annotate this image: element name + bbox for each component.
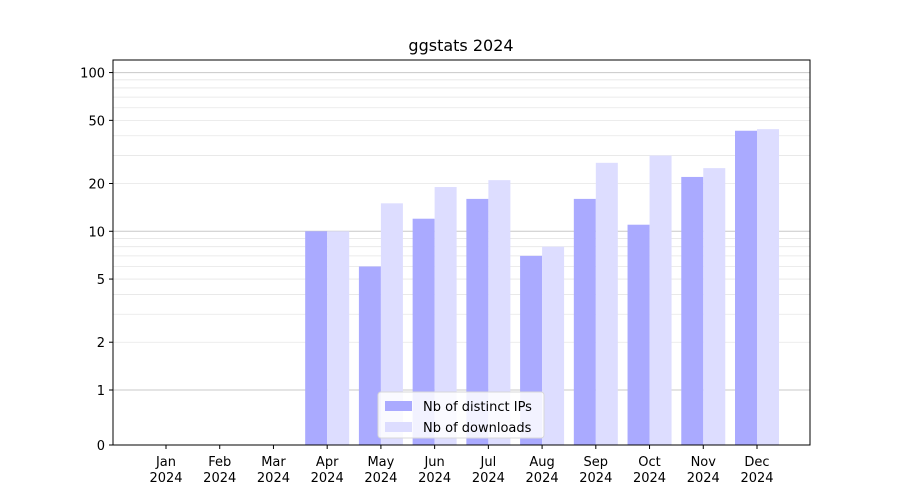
legend-box	[377, 391, 545, 439]
y-tick-label: 0	[97, 439, 105, 454]
y-tick-label: 1	[97, 384, 105, 399]
x-tick-label: Jul 2024	[472, 455, 505, 486]
bar-downloads-8	[595, 162, 618, 445]
x-tick-label: Oct 2024	[633, 455, 666, 486]
bar-downloads-5	[434, 187, 457, 445]
x-tick-label: Jan 2024	[149, 455, 182, 486]
legend-label: Nb of distinct IPs	[423, 400, 532, 415]
legend-swatch	[385, 422, 412, 432]
y-tick-label: 50	[88, 114, 105, 129]
x-tick-label: Mar 2024	[257, 455, 290, 486]
chart-title: ggstats 2024	[408, 36, 513, 55]
bar-distinct-ips-3	[305, 231, 328, 445]
bar-distinct-ips-4	[358, 266, 381, 445]
bar-downloads-3	[327, 231, 350, 445]
x-tick-label: Aug 2024	[526, 455, 559, 486]
y-tick-label: 100	[80, 67, 105, 82]
x-tick-label: Nov 2024	[687, 455, 720, 486]
legend-swatch	[385, 401, 412, 411]
bar-distinct-ips-10	[681, 176, 704, 445]
plot-frame	[112, 59, 811, 446]
bar-downloads-4	[380, 203, 403, 445]
bar-distinct-ips-6	[466, 198, 489, 445]
grid	[113, 72, 810, 391]
bar-downloads-11	[757, 129, 779, 446]
bar-downloads-6	[488, 180, 511, 445]
x-axis: Jan 2024 Feb 2024 Mar 2024 Apr 2024 May 2024 Jun 20…	[149, 445, 774, 486]
bar-distinct-ips-8	[573, 198, 596, 445]
x-tick-label: May 2024	[364, 455, 397, 486]
y-axis: 0 1 2 5 10 20 50 100	[80, 67, 113, 454]
x-tick-label: Sep 2024	[579, 455, 612, 486]
bar-downloads-7	[542, 246, 565, 445]
y-tick-label: 20	[88, 178, 105, 193]
bar-downloads-9	[649, 155, 672, 445]
y-tick-label: 5	[97, 273, 105, 288]
bar-distinct-ips-9	[627, 224, 650, 445]
x-tick-label: Jun 2024	[418, 455, 451, 486]
bar-distinct-ips-5	[412, 218, 435, 445]
x-tick-label: Apr 2024	[311, 455, 344, 486]
x-tick-label: Feb 2024	[203, 455, 236, 486]
bar-downloads-10	[703, 168, 726, 446]
legend: Nb of distinct IPs Nb of downloads	[377, 391, 545, 439]
y-tick-label: 2	[97, 336, 105, 351]
x-tick-label: Dec 2024	[740, 455, 773, 486]
bar-distinct-ips-11	[735, 130, 757, 446]
legend-label: Nb of downloads	[423, 421, 532, 436]
bars	[305, 129, 779, 446]
y-tick-label: 10	[88, 225, 105, 240]
